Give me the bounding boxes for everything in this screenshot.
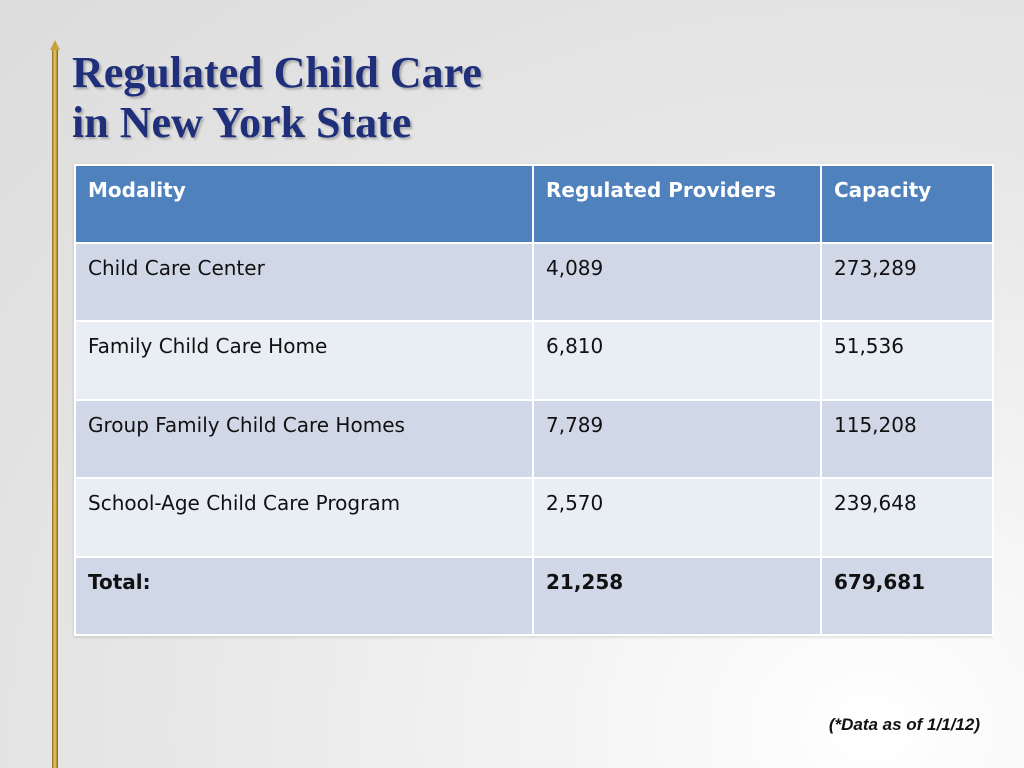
gold-bar-cap [50,40,60,50]
slide-title: Regulated Child Care in New York State [72,48,482,148]
data-table-container: Modality Regulated Providers Capacity Ch… [74,164,994,637]
cell-providers: 6,810 [532,320,822,401]
cell-modality: Family Child Care Home [74,320,534,401]
table-header-row: Modality Regulated Providers Capacity [74,164,994,244]
child-care-table: Modality Regulated Providers Capacity Ch… [74,164,994,637]
cell-providers: 7,789 [532,398,822,480]
table-total-row: Total: 21,258 679,681 [74,555,994,637]
cell-providers: 2,570 [532,477,822,558]
slide-title-line1: Regulated Child Care [72,48,482,97]
total-capacity: 679,681 [820,555,994,637]
gold-accent-bar [52,50,58,768]
table-row: Child Care Center 4,089 273,289 [74,241,994,323]
total-label: Total: [74,555,534,637]
slide-title-line2: in New York State [72,98,412,147]
cell-capacity: 273,289 [820,241,994,323]
table-row: Family Child Care Home 6,810 51,536 [74,320,994,401]
cell-capacity: 115,208 [820,398,994,480]
cell-modality: Group Family Child Care Homes [74,398,534,480]
table-row: School-Age Child Care Program 2,570 239,… [74,477,994,558]
header-regulated-providers: Regulated Providers [532,164,822,244]
data-date-footnote: (*Data as of 1/1/12) [828,715,980,734]
header-capacity: Capacity [820,164,994,244]
cell-capacity: 51,536 [820,320,994,401]
header-modality: Modality [74,164,534,244]
total-providers: 21,258 [532,555,822,637]
cell-providers: 4,089 [532,241,822,323]
cell-capacity: 239,648 [820,477,994,558]
cell-modality: Child Care Center [74,241,534,323]
cell-modality: School-Age Child Care Program [74,477,534,558]
table-row: Group Family Child Care Homes 7,789 115,… [74,398,994,480]
